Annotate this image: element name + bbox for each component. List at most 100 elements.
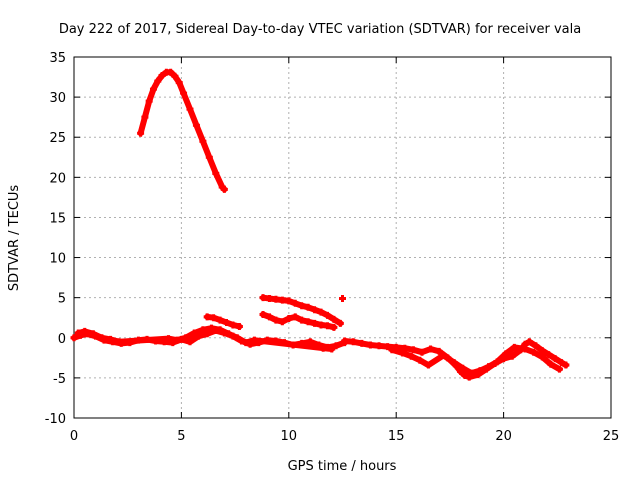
data-point: [424, 361, 432, 369]
data-point: [304, 318, 312, 326]
x-tick-label: 15: [388, 429, 405, 444]
data-point: [298, 302, 306, 310]
data-point: [401, 344, 409, 352]
data-point: [175, 79, 183, 87]
data-point: [259, 311, 267, 319]
data-point: [328, 345, 336, 353]
series-arc-high: [137, 68, 228, 193]
data-point: [74, 329, 82, 337]
data-point: [555, 365, 563, 373]
data-point: [207, 324, 215, 332]
y-tick-label: 35: [49, 51, 66, 66]
data-point: [210, 314, 218, 322]
y-tick-label: 10: [49, 252, 66, 267]
data-point: [547, 360, 555, 368]
data-point: [171, 72, 179, 80]
data-point: [532, 342, 540, 350]
y-axis-ticks: -10 -5 0 5 10 15 20 25 30 35: [45, 51, 611, 427]
data-point: [332, 342, 340, 350]
data-point: [551, 355, 559, 363]
data-point: [476, 367, 484, 375]
data-point: [89, 330, 97, 338]
chart-title: Day 222 of 2017, Sidereal Day-to-day VTE…: [59, 22, 581, 37]
data-point: [199, 137, 207, 145]
data-point: [502, 350, 510, 358]
data-point: [525, 338, 533, 346]
y-tick-label: 5: [58, 292, 66, 307]
y-tick-label: 20: [49, 171, 66, 186]
y-axis-label: SDTVAR / TECUs: [7, 185, 22, 292]
data-point: [216, 316, 224, 324]
data-point: [493, 358, 501, 366]
data-point: [223, 319, 231, 327]
x-tick-label: 20: [495, 429, 512, 444]
data-point: [336, 319, 344, 327]
data-point: [272, 295, 280, 303]
data-point: [330, 323, 338, 331]
x-tick-label: 10: [281, 429, 298, 444]
plot-frame: [73, 56, 612, 419]
data-point: [538, 353, 546, 361]
data-point: [203, 313, 211, 321]
y-tick-label: 0: [58, 332, 66, 347]
series-arc-lower: [259, 311, 338, 331]
y-tick-label: 25: [49, 131, 66, 146]
data-point: [199, 326, 207, 334]
grid: [74, 57, 611, 418]
data-point: [530, 348, 538, 356]
data-point: [304, 303, 312, 311]
series-trace: [75, 325, 335, 352]
series-isolated: [339, 294, 346, 302]
data-point: [70, 334, 78, 342]
data-point: [418, 348, 426, 356]
y-tick-label: -5: [53, 372, 66, 387]
data-point: [180, 89, 188, 97]
x-axis-label: GPS time / hours: [288, 459, 397, 474]
data-series: [70, 68, 570, 381]
data-point: [485, 363, 493, 371]
data-point: [192, 121, 200, 129]
data-point: [358, 339, 366, 347]
data-point: [311, 319, 319, 327]
x-tick-label: 5: [177, 429, 185, 444]
data-point: [81, 327, 89, 335]
data-point: [461, 371, 469, 379]
x-tick-label: 25: [603, 429, 620, 444]
data-point: [225, 330, 233, 338]
data-point: [278, 296, 286, 304]
data-point: [154, 77, 162, 85]
data-point: [317, 308, 325, 316]
data-point: [205, 153, 213, 161]
data-point: [233, 334, 241, 342]
data-point: [235, 323, 243, 331]
data-point: [186, 338, 194, 346]
data-point: [190, 329, 198, 337]
data-point: [242, 339, 250, 347]
data-point: [384, 343, 392, 351]
data-point: [141, 113, 149, 121]
data-point: [388, 346, 396, 354]
data-point: [545, 351, 553, 359]
data-point: [291, 313, 299, 321]
data-point: [366, 341, 374, 349]
data-point: [427, 345, 435, 353]
data-point: [259, 294, 267, 302]
data-point: [165, 335, 173, 343]
series-arc-upper: [259, 294, 344, 327]
data-point: [538, 347, 546, 355]
x-tick-label: 0: [70, 429, 78, 444]
data-point: [265, 313, 273, 321]
data-point: [341, 337, 349, 345]
data-point: [521, 345, 529, 353]
data-point: [265, 294, 273, 302]
data-point: [285, 297, 293, 305]
data-point: [459, 364, 467, 372]
data-point: [510, 343, 518, 351]
series-evening-b: [388, 343, 563, 377]
series-arc-mid: [203, 313, 243, 331]
data-point: [250, 336, 258, 344]
series-baseline-b: [74, 324, 336, 353]
series-evening: [341, 337, 570, 381]
y-tick-label: -10: [45, 412, 66, 427]
